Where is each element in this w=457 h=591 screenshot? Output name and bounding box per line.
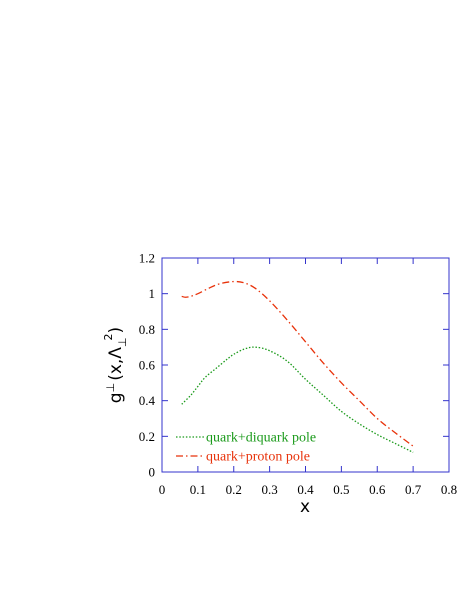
x-tick-labels: 0 0.1 0.2 0.3 0.4 0.5 0.6 0.7 0.8: [159, 482, 457, 497]
y-axis-title-perp: ⊥: [104, 383, 117, 393]
x-tick-label: 0.5: [333, 482, 349, 497]
x-tick-label: 0: [159, 482, 166, 497]
y-axis-title-perp-sub: ⊥: [116, 337, 129, 347]
y-tick-label: 0.6: [139, 358, 156, 373]
series-line-2: [181, 280, 414, 447]
x-tick-label: 0.1: [190, 482, 206, 497]
y-axis-title-g: g: [106, 392, 126, 403]
legend: quark+diquark pole quark+proton pole: [176, 431, 316, 465]
y-tick-label: 0.4: [139, 393, 156, 408]
legend-label: quark+proton pole: [206, 450, 310, 465]
x-tick-label: 0.8: [441, 482, 457, 497]
series-layer: [181, 280, 414, 453]
x-tick-label: 0.4: [297, 482, 314, 497]
y-tick-label: 0: [149, 465, 156, 480]
y-tick-label: 0.2: [139, 429, 155, 444]
axis-ticks: [161, 257, 450, 473]
x-tick-label: 0.3: [262, 482, 278, 497]
y-tick-label: 0.8: [139, 322, 155, 337]
y-tick-labels: 0 0.2 0.4 0.6 0.8 1 1.2: [139, 251, 156, 480]
legend-label: quark+diquark pole: [206, 431, 316, 446]
series-line-1: [181, 346, 414, 453]
x-tick-label: 0.6: [369, 482, 386, 497]
x-axis-title: x: [300, 497, 310, 517]
y-axis-title: g⊥(x,Λ⊥2): [102, 327, 129, 403]
x-tick-label: 0.7: [405, 482, 422, 497]
y-tick-label: 1: [149, 286, 156, 301]
y-tick-label: 1.2: [139, 251, 155, 266]
y-axis-title-open: (x,: [106, 359, 126, 381]
y-axis-title-sq: 2: [102, 333, 115, 340]
y-axis-title-lambda: Λ: [106, 347, 126, 359]
y-axis-title-close: ): [106, 327, 126, 334]
x-tick-label: 0.2: [226, 482, 242, 497]
